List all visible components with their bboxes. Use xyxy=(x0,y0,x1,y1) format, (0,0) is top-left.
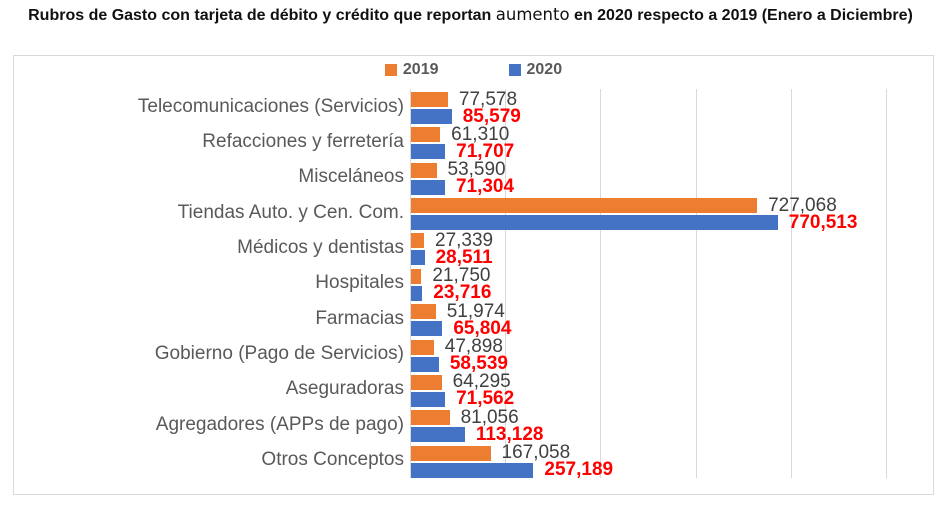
value-label-2019: 64,295 xyxy=(452,371,511,393)
value-label-2020: 71,304 xyxy=(455,176,515,198)
gridline xyxy=(886,89,887,478)
value-label-2019: 51,974 xyxy=(446,300,505,322)
gridline xyxy=(790,89,792,478)
bar-2020 xyxy=(411,250,425,266)
category-label: Aseguradoras xyxy=(285,378,404,400)
category-label: Farmacias xyxy=(315,307,404,329)
chart-title: Rubros de Gasto con tarjeta de débito y … xyxy=(0,2,941,26)
gridline xyxy=(505,89,507,478)
value-label-2020: 71,707 xyxy=(456,140,515,162)
value-label-2019: 81,056 xyxy=(460,406,519,428)
bar-2020 xyxy=(411,179,445,195)
bar-2019 xyxy=(411,198,758,214)
value-label-2019: 727,068 xyxy=(768,194,837,216)
value-label-2020: 71,562 xyxy=(456,388,515,410)
value-label-2020: 28,511 xyxy=(435,246,493,268)
gridline xyxy=(695,89,697,478)
chart-title-text-2: en 2020 respecto a 2019 (Enero a Diciemb… xyxy=(569,7,913,24)
bar-2019 xyxy=(411,374,442,390)
category-label: Hospitales xyxy=(315,272,404,294)
category-label: Misceláneos xyxy=(298,166,404,188)
value-label-2019: 21,750 xyxy=(432,265,491,287)
bar-2019 xyxy=(411,410,450,426)
bar-2020 xyxy=(411,144,446,160)
bar-2020 xyxy=(411,215,778,231)
value-label-2020: 23,716 xyxy=(433,282,492,304)
bar-2019 xyxy=(411,162,437,178)
category-label: Médicos y dentistas xyxy=(237,236,404,258)
category-label: Otros Conceptos xyxy=(261,449,404,471)
category-label: Agregadores (APPs de pago) xyxy=(155,413,404,435)
bar-2020 xyxy=(411,321,443,337)
value-label-2020: 58,539 xyxy=(449,353,508,375)
category-label: Gobierno (Pago de Servicios) xyxy=(154,343,404,365)
bar-2020 xyxy=(411,285,423,301)
bar-2020 xyxy=(411,391,446,407)
category-label: Refacciones y ferretería xyxy=(202,130,404,152)
value-axis xyxy=(410,89,411,478)
value-label-2020: 85,579 xyxy=(462,105,521,127)
category-label: Telecomunicaciones (Servicios) xyxy=(137,95,404,117)
bar-2019 xyxy=(411,127,441,143)
legend-item-2020: 2020 xyxy=(508,61,563,79)
bar-2019 xyxy=(411,339,434,355)
value-label-2020: 113,128 xyxy=(475,423,544,445)
bar-2020 xyxy=(411,109,452,124)
legend-swatch-2019 xyxy=(384,64,397,76)
value-label-2019: 53,590 xyxy=(447,159,506,181)
bar-2019 xyxy=(411,304,436,320)
value-label-2020: 65,804 xyxy=(453,317,512,339)
value-label-2019: 47,898 xyxy=(444,336,503,358)
legend-label: 2019 xyxy=(402,61,439,78)
value-label-2020: 257,189 xyxy=(544,459,614,481)
category-label: Tiendas Auto. y Cen. Com. xyxy=(177,201,404,223)
value-label-2019: 61,310 xyxy=(451,123,510,145)
chart-title-highlight: aumento xyxy=(495,5,570,24)
bar-2020 xyxy=(411,427,465,443)
bar-2019 xyxy=(411,268,422,284)
value-label-2019: 77,578 xyxy=(458,88,518,110)
bar-2019 xyxy=(411,445,491,461)
chart-frame: 2019 2020 Telecomunicaciones (Servicios) 7… xyxy=(13,55,934,495)
value-label-2019: 27,339 xyxy=(435,229,494,251)
bar-2020 xyxy=(411,356,439,372)
bar-2020 xyxy=(411,462,534,478)
legend-item-2019: 2019 xyxy=(384,61,439,79)
legend-swatch-2020 xyxy=(508,64,521,76)
value-label-2020: 770,513 xyxy=(788,211,858,233)
gridline xyxy=(600,89,602,478)
legend-label: 2020 xyxy=(526,61,563,78)
bar-2019 xyxy=(411,233,424,249)
chart-title-text: Rubros de Gasto con tarjeta de débito y … xyxy=(28,7,496,24)
bar-2019 xyxy=(411,92,448,107)
legend: 2019 2020 xyxy=(14,61,933,79)
value-label-2019: 167,058 xyxy=(501,442,571,464)
